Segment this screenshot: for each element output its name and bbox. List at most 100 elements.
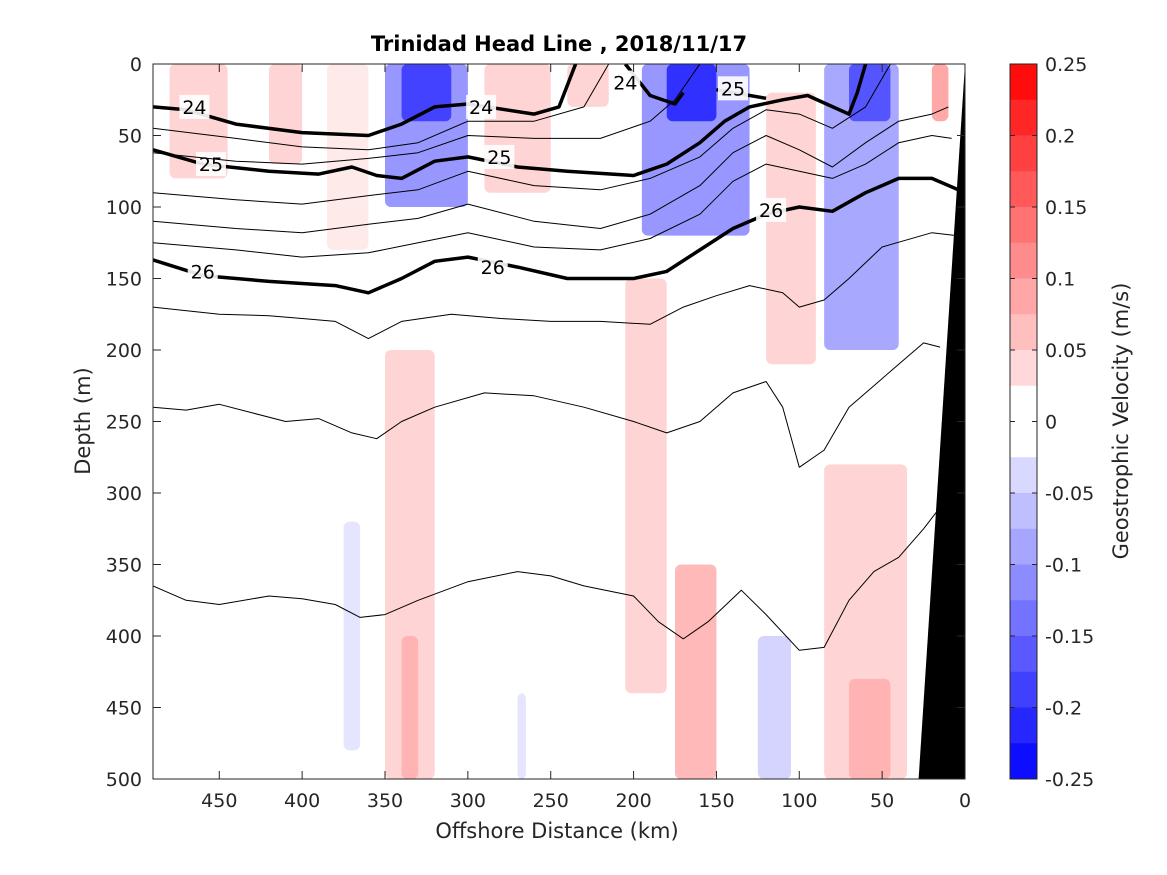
y-tick-label: 150 xyxy=(106,269,142,291)
velocity-cell-0 xyxy=(169,64,228,179)
colorbar-segment xyxy=(1010,528,1037,565)
chart-title: Trinidad Head Line , 2018/11/17 xyxy=(371,32,747,56)
colorbar-tick-label: -0.2 xyxy=(1045,698,1082,720)
velocity-field xyxy=(169,64,949,779)
x-tick-label: 400 xyxy=(284,790,320,812)
contour-label-bg xyxy=(466,94,497,119)
colorbar-tick-label: -0.05 xyxy=(1045,483,1094,505)
y-tick-label: 100 xyxy=(106,197,142,219)
contour-label-bg xyxy=(756,197,787,222)
x-tick-label: 250 xyxy=(533,790,569,812)
colorbar-tick-label: 0.05 xyxy=(1045,340,1087,362)
colorbar-tick-label: 0.25 xyxy=(1045,54,1087,76)
colorbar-tick-label: -0.1 xyxy=(1045,555,1082,577)
contour-label-0-1: 24 xyxy=(469,97,493,119)
x-tick-label: 0 xyxy=(959,790,971,812)
x-tick-label: 450 xyxy=(201,790,237,812)
bathymetry-polygon xyxy=(918,64,965,779)
colorbar-tick-label: 0.15 xyxy=(1045,197,1087,219)
isopycnal-12 xyxy=(153,506,941,651)
isopycnal-bold-4 xyxy=(153,176,965,295)
colorbar-segment xyxy=(1010,242,1037,279)
isopycnal-10 xyxy=(153,232,957,340)
x-tick-label: 100 xyxy=(781,790,817,812)
y-tick-label: 0 xyxy=(130,54,142,76)
x-tick-label: 300 xyxy=(450,790,486,812)
velocity-cell-14 xyxy=(401,636,419,779)
contour-label-4-2: 26 xyxy=(759,200,783,222)
y-tick-label: 300 xyxy=(106,483,142,505)
colorbar-segment xyxy=(1010,421,1037,458)
colorbar: 0.25 0.2 0.15 0.1 0.05 0 -0.05 -0.1 -0.15 -0.2 -0.… xyxy=(1009,54,1094,791)
colorbar-segment xyxy=(1010,743,1037,780)
x-axis: 450 400 350 300 250 200 150 100 50 0 xyxy=(201,64,971,812)
colorbar-segment xyxy=(1010,564,1037,601)
isopycnal-8 xyxy=(153,106,949,234)
velocity-cell-19 xyxy=(757,636,791,779)
isopycnal-9 xyxy=(153,135,952,258)
contour-label-bg xyxy=(484,144,515,169)
colorbar-tick-label: 0 xyxy=(1045,412,1057,434)
contour-label-4-1: 26 xyxy=(481,257,505,279)
x-tick-label: 50 xyxy=(870,790,894,812)
colorbar-tick-label: -0.25 xyxy=(1045,769,1094,791)
contour-label-bg xyxy=(187,259,218,284)
contour-label-0-0: 24 xyxy=(182,97,206,119)
colorbar-tick-label: 0.1 xyxy=(1045,269,1075,291)
isopycnal-6 xyxy=(153,64,701,165)
y-tick-label: 400 xyxy=(106,626,142,648)
colorbar-segment xyxy=(1010,278,1037,315)
y-tick-label: 500 xyxy=(106,769,142,791)
colorbar-segment xyxy=(1010,457,1037,494)
colorbar-segment xyxy=(1010,171,1037,208)
contour-label-1-0: 24 xyxy=(613,73,637,95)
isopycnal-5 xyxy=(153,64,610,151)
velocity-cell-1 xyxy=(269,64,303,165)
contour-label-bg xyxy=(179,94,210,119)
contour-label-bg xyxy=(718,76,748,101)
contour-label-bg xyxy=(477,255,508,280)
contour-label-3-0: 25 xyxy=(721,78,745,100)
y-tick-label: 450 xyxy=(106,698,142,720)
velocity-cell-6 xyxy=(567,64,609,107)
colorbar-segment xyxy=(1010,314,1037,351)
y-tick-label: 250 xyxy=(106,412,142,434)
y-axis: 0 50 100 150 200 250 300 350 400 450 500 xyxy=(106,54,965,791)
isopycnal-bold-2 xyxy=(153,64,868,181)
velocity-cell-15 xyxy=(343,521,361,751)
velocity-cell-12 xyxy=(931,64,949,122)
colorbar-segment xyxy=(1010,207,1037,244)
contour-label-bg xyxy=(610,70,641,95)
colorbar-segment xyxy=(1010,707,1037,744)
colorbar-segment xyxy=(1010,99,1037,136)
colorbar-segment xyxy=(1010,636,1037,673)
colorbar-segment xyxy=(1010,671,1037,708)
velocity-cell-10 xyxy=(824,64,899,350)
velocity-cell-18 xyxy=(675,564,717,779)
velocity-cell-11 xyxy=(849,64,891,122)
y-tick-label: 50 xyxy=(118,126,142,148)
velocity-cell-13 xyxy=(385,350,435,779)
contour-label-bg xyxy=(196,152,226,177)
velocity-cell-17 xyxy=(625,278,667,694)
colorbar-segment xyxy=(1010,135,1037,172)
contour-label-2-1: 25 xyxy=(487,147,511,169)
colorbar-tick-label: 0.2 xyxy=(1045,126,1075,148)
x-tick-label: 200 xyxy=(615,790,651,812)
colorbar-tick-label: -0.15 xyxy=(1045,626,1094,648)
y-tick-label: 200 xyxy=(106,340,142,362)
isopycnal-bold-0 xyxy=(153,64,578,138)
x-tick-label: 150 xyxy=(698,790,734,812)
isopycnal-7 xyxy=(153,64,891,205)
bathymetry xyxy=(918,64,965,779)
colorbar-label: Geostrophic Velocity (m/s) xyxy=(1109,283,1133,560)
isopycnal-11 xyxy=(153,342,941,468)
colorbar-segment xyxy=(1010,350,1037,387)
x-tick-label: 350 xyxy=(367,790,403,812)
velocity-cell-9 xyxy=(766,92,816,365)
velocity-cell-16 xyxy=(517,693,526,779)
colorbar-segment xyxy=(1010,64,1037,101)
velocity-cell-5 xyxy=(484,64,551,193)
